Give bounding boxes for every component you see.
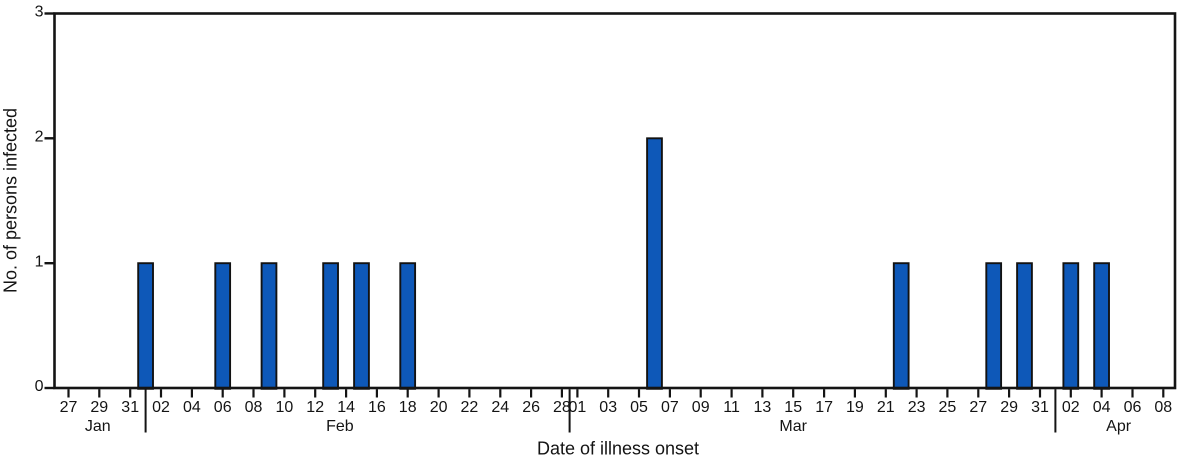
x-tick-label: 02	[1062, 399, 1080, 416]
x-tick-label: 27	[969, 399, 987, 416]
month-label-feb: Feb	[326, 418, 354, 435]
bar-mar-30	[1016, 262, 1033, 390]
x-tick-label: 12	[306, 399, 324, 416]
month-separators-group	[144, 389, 1057, 433]
x-tick-label: 17	[815, 399, 833, 416]
x-tick-label: 25	[939, 399, 957, 416]
month-label-apr: Apr	[1106, 418, 1132, 435]
x-tick-label: 05	[630, 399, 648, 416]
y-axis-ticks-group: 0 1 2 3	[35, 4, 55, 395]
bar-feb-06	[214, 262, 232, 390]
x-tick-label: 08	[245, 399, 263, 416]
x-tick-label: 22	[461, 399, 479, 416]
y-tick-label: 3	[35, 4, 44, 21]
x-tick-label: 16	[368, 399, 386, 416]
bar-feb-13	[322, 262, 339, 390]
x-tick-label: 29	[90, 399, 108, 416]
x-tick-label: 18	[399, 399, 417, 416]
x-tick-label: 23	[908, 399, 926, 416]
bar-feb-01	[137, 262, 154, 390]
x-tick-label: 06	[214, 399, 232, 416]
x-tick-label: 14	[337, 399, 355, 416]
month-labels-group: Jan Feb Mar Apr	[85, 418, 1132, 435]
bar-mar-22	[892, 262, 910, 390]
x-tick-label: 03	[599, 399, 617, 416]
x-tick-label: 02	[152, 399, 170, 416]
bar-apr-02	[1062, 262, 1080, 390]
x-tick-label: 07	[661, 399, 679, 416]
x-tick-label: 20	[430, 399, 448, 416]
x-tick-label: 09	[692, 399, 710, 416]
x-tick-label: 24	[491, 399, 509, 416]
bar-feb-15	[353, 262, 370, 390]
x-axis-title: Date of illness onset	[537, 439, 699, 459]
y-tick-label: 2	[35, 129, 44, 146]
month-label-jan: Jan	[85, 418, 111, 435]
x-tick-label: 21	[877, 399, 895, 416]
x-tick-label: 13	[754, 399, 772, 416]
x-tick-label: 31	[121, 399, 139, 416]
bar-feb-18	[399, 262, 417, 390]
month-label-mar: Mar	[779, 418, 807, 435]
plot-border	[53, 12, 1177, 390]
x-tick-label: 10	[276, 399, 294, 416]
x-tick-label: 15	[784, 399, 802, 416]
y-tick-label: 1	[35, 253, 44, 270]
x-tick-label: 08	[1154, 399, 1172, 416]
bar-apr-04	[1093, 262, 1110, 390]
y-axis-title: No. of persons infected	[1, 108, 21, 293]
x-tick-label: 19	[846, 399, 864, 416]
x-axis-ticks-group	[67, 389, 1165, 398]
bars-group	[137, 137, 1110, 390]
x-tick-label: 06	[1124, 399, 1142, 416]
x-tick-label: 04	[1093, 399, 1111, 416]
bar-mar-28	[985, 262, 1003, 390]
x-tick-label: 26	[522, 399, 540, 416]
bar-feb-09	[260, 262, 278, 390]
x-tick-label: 11	[723, 399, 740, 416]
x-tick-label: 27	[60, 399, 78, 416]
y-tick-label: 0	[35, 378, 44, 395]
x-tick-label: 29	[1000, 399, 1018, 416]
x-tick-label: 31	[1031, 399, 1049, 416]
x-tick-label: 01	[569, 399, 587, 416]
x-tick-label: 28	[553, 399, 571, 416]
x-tick-label: 04	[183, 399, 201, 416]
bar-mar-06	[646, 137, 663, 390]
